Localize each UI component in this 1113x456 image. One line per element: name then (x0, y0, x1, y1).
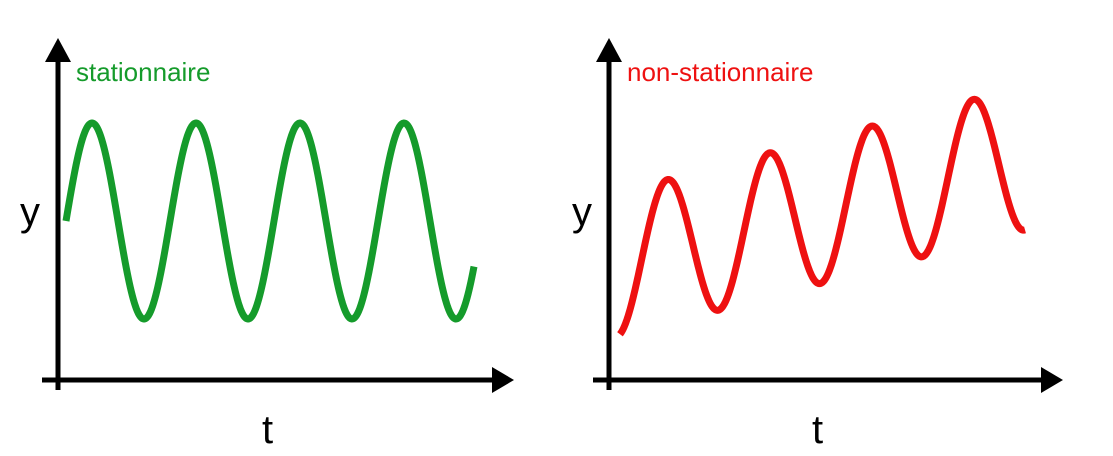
x-axis-arrow-stationary (492, 367, 514, 393)
panel-stationary: stationnaire y t (20, 38, 514, 452)
stationary-series-line (62, 119, 478, 323)
x-label-stationary: t (262, 408, 273, 452)
title-stationary: stationnaire (76, 57, 210, 87)
y-label-stationary: y (20, 190, 40, 234)
title-non-stationary: non-stationnaire (627, 57, 813, 87)
y-axis-arrow-non-stationary (596, 38, 622, 62)
x-axis-arrow-non-stationary (1041, 367, 1063, 393)
y-label-non-stationary: y (572, 190, 592, 234)
x-label-non-stationary: t (812, 408, 823, 452)
y-axis-arrow-stationary (45, 38, 71, 62)
non-stationary-series-line (617, 95, 1028, 337)
panel-non-stationary: non-stationnaire y t (572, 38, 1063, 452)
